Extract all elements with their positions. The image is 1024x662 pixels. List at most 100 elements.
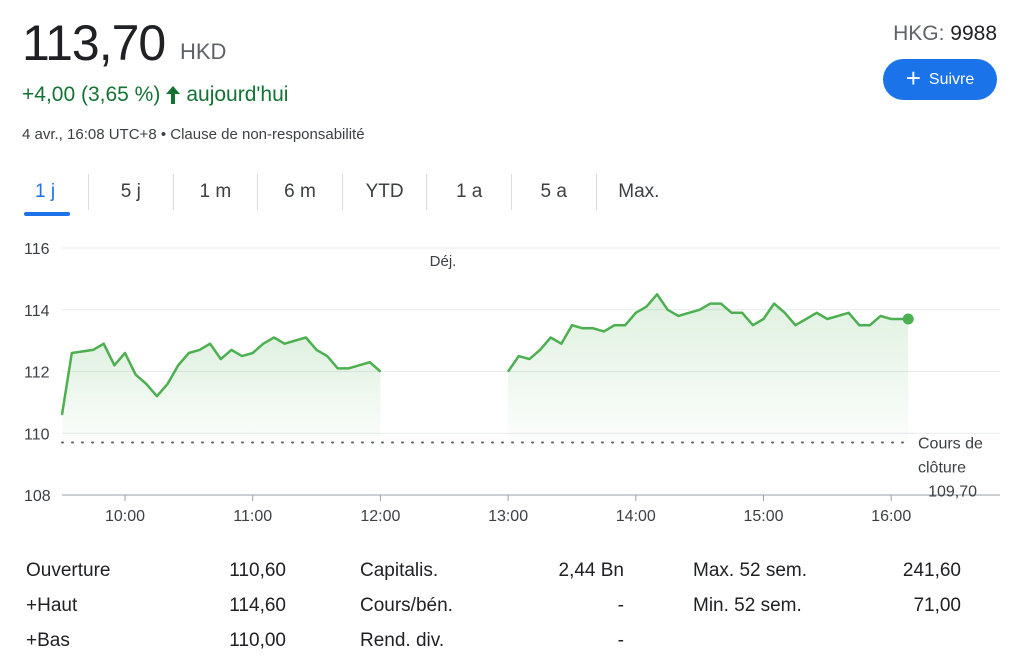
data-point — [762, 318, 765, 320]
data-point — [826, 318, 828, 320]
data-point — [284, 343, 286, 345]
data-point — [347, 367, 350, 370]
data-point — [166, 383, 169, 385]
data-point — [784, 312, 786, 314]
stat-value: 241,60 — [902, 560, 961, 581]
stat-label: Cours/bén. — [360, 595, 453, 616]
tab-range[interactable]: 5 j — [89, 174, 174, 210]
timestamp: 4 avr., 16:08 UTC+8 — [22, 126, 157, 143]
data-point — [699, 309, 701, 311]
ticker-symbol: HKG: 9988 — [893, 22, 997, 46]
price-change: +4,00 (3,65 %) aujourd'hui — [22, 83, 288, 107]
data-point — [518, 355, 520, 357]
tab-range[interactable]: 1 j — [22, 174, 89, 216]
data-point — [677, 315, 679, 317]
x-tick-label: 10:00 — [105, 508, 145, 525]
data-point — [635, 312, 637, 314]
symbol-label: 9988 — [950, 22, 997, 45]
data-point — [113, 364, 115, 366]
tab-range[interactable]: 1 a — [427, 174, 512, 210]
data-point — [71, 352, 73, 354]
data-point — [667, 309, 669, 311]
data-point — [879, 315, 882, 317]
separator-dot: • — [160, 126, 167, 143]
lunch-break-label: Déj. — [430, 253, 457, 270]
data-point — [794, 324, 797, 326]
data-point — [571, 324, 573, 326]
data-point — [358, 364, 360, 366]
stat-value: 110,60 — [229, 560, 286, 581]
data-point — [592, 327, 594, 329]
tab-range[interactable]: 1 m — [174, 174, 259, 210]
data-point — [624, 324, 626, 326]
change-period: aujourd'hui — [186, 83, 289, 106]
data-point — [230, 349, 233, 351]
currency-label: HKD — [180, 39, 227, 64]
data-point — [124, 352, 126, 354]
tab-range[interactable]: YTD — [343, 174, 428, 210]
disclaimer-link[interactable]: Clause de non-responsabilité — [170, 126, 365, 143]
stat-label: Rend. div. — [360, 630, 445, 651]
stat-value: 2,44 Bn — [558, 560, 625, 581]
stat-label: +Haut — [26, 595, 78, 616]
data-point — [156, 395, 158, 397]
quote-meta: 4 avr., 16:08 UTC+8 • Clause de non-resp… — [22, 126, 365, 143]
data-point — [220, 358, 222, 360]
data-point — [273, 336, 275, 339]
data-point — [135, 373, 137, 376]
arrow-up-icon — [166, 86, 181, 104]
x-tick-label: 11:00 — [233, 508, 272, 525]
data-point — [656, 293, 658, 295]
change-value: +4,00 (3,65 %) — [22, 83, 161, 106]
data-point — [209, 343, 211, 345]
data-point — [92, 349, 94, 351]
price-chart[interactable]: 116 114 112 110 108 10:00 11:00 12:00 13:00 14:00… — [0, 230, 1024, 530]
tab-range[interactable]: Max. — [618, 181, 660, 202]
data-point — [645, 306, 648, 308]
exchange-label: HKG: — [893, 22, 945, 45]
data-point — [890, 318, 892, 320]
data-point — [252, 352, 254, 354]
stat-value: - — [617, 595, 624, 616]
stat-label: Ouverture — [26, 560, 111, 581]
data-point — [198, 349, 201, 351]
data-point — [61, 414, 63, 416]
data-point — [837, 315, 839, 317]
data-point — [720, 302, 722, 305]
x-tick-label: 12:00 — [360, 508, 400, 525]
price-value: 113,70 — [22, 15, 166, 71]
stat-label: Min. 52 sem. — [693, 595, 802, 616]
stat-label: Max. 52 sem. — [693, 560, 808, 581]
data-point — [581, 327, 584, 329]
stat-value: - — [617, 630, 624, 651]
x-tick-label: 16:00 — [871, 508, 911, 525]
tab-range[interactable]: 5 a — [512, 174, 597, 210]
x-tick-label: 14:00 — [616, 508, 656, 525]
follow-button[interactable]: + Suivre — [883, 59, 997, 100]
data-point — [379, 370, 381, 373]
data-point — [730, 312, 733, 314]
stat-value: 114,60 — [229, 595, 286, 616]
y-tick-label: 116 — [24, 241, 50, 258]
data-point — [805, 318, 807, 320]
y-tick-label: 112 — [24, 365, 50, 382]
data-point — [869, 324, 871, 326]
tab-range[interactable]: 6 m — [258, 174, 343, 210]
data-point — [326, 355, 328, 357]
follow-label: Suivre — [928, 70, 975, 88]
data-point — [550, 336, 552, 339]
data-point — [560, 343, 562, 345]
data-point — [369, 361, 371, 363]
stat-value: 71,00 — [913, 595, 961, 616]
data-point — [613, 324, 616, 326]
data-point — [603, 330, 605, 332]
previous-close-label: Cours de — [918, 436, 983, 453]
data-point — [816, 312, 818, 314]
data-point — [528, 358, 530, 360]
y-tick-label: 108 — [24, 488, 51, 505]
data-point — [848, 312, 850, 314]
series-line — [60, 336, 382, 415]
data-point — [539, 349, 541, 351]
previous-close-value: 109,70 — [928, 484, 977, 501]
